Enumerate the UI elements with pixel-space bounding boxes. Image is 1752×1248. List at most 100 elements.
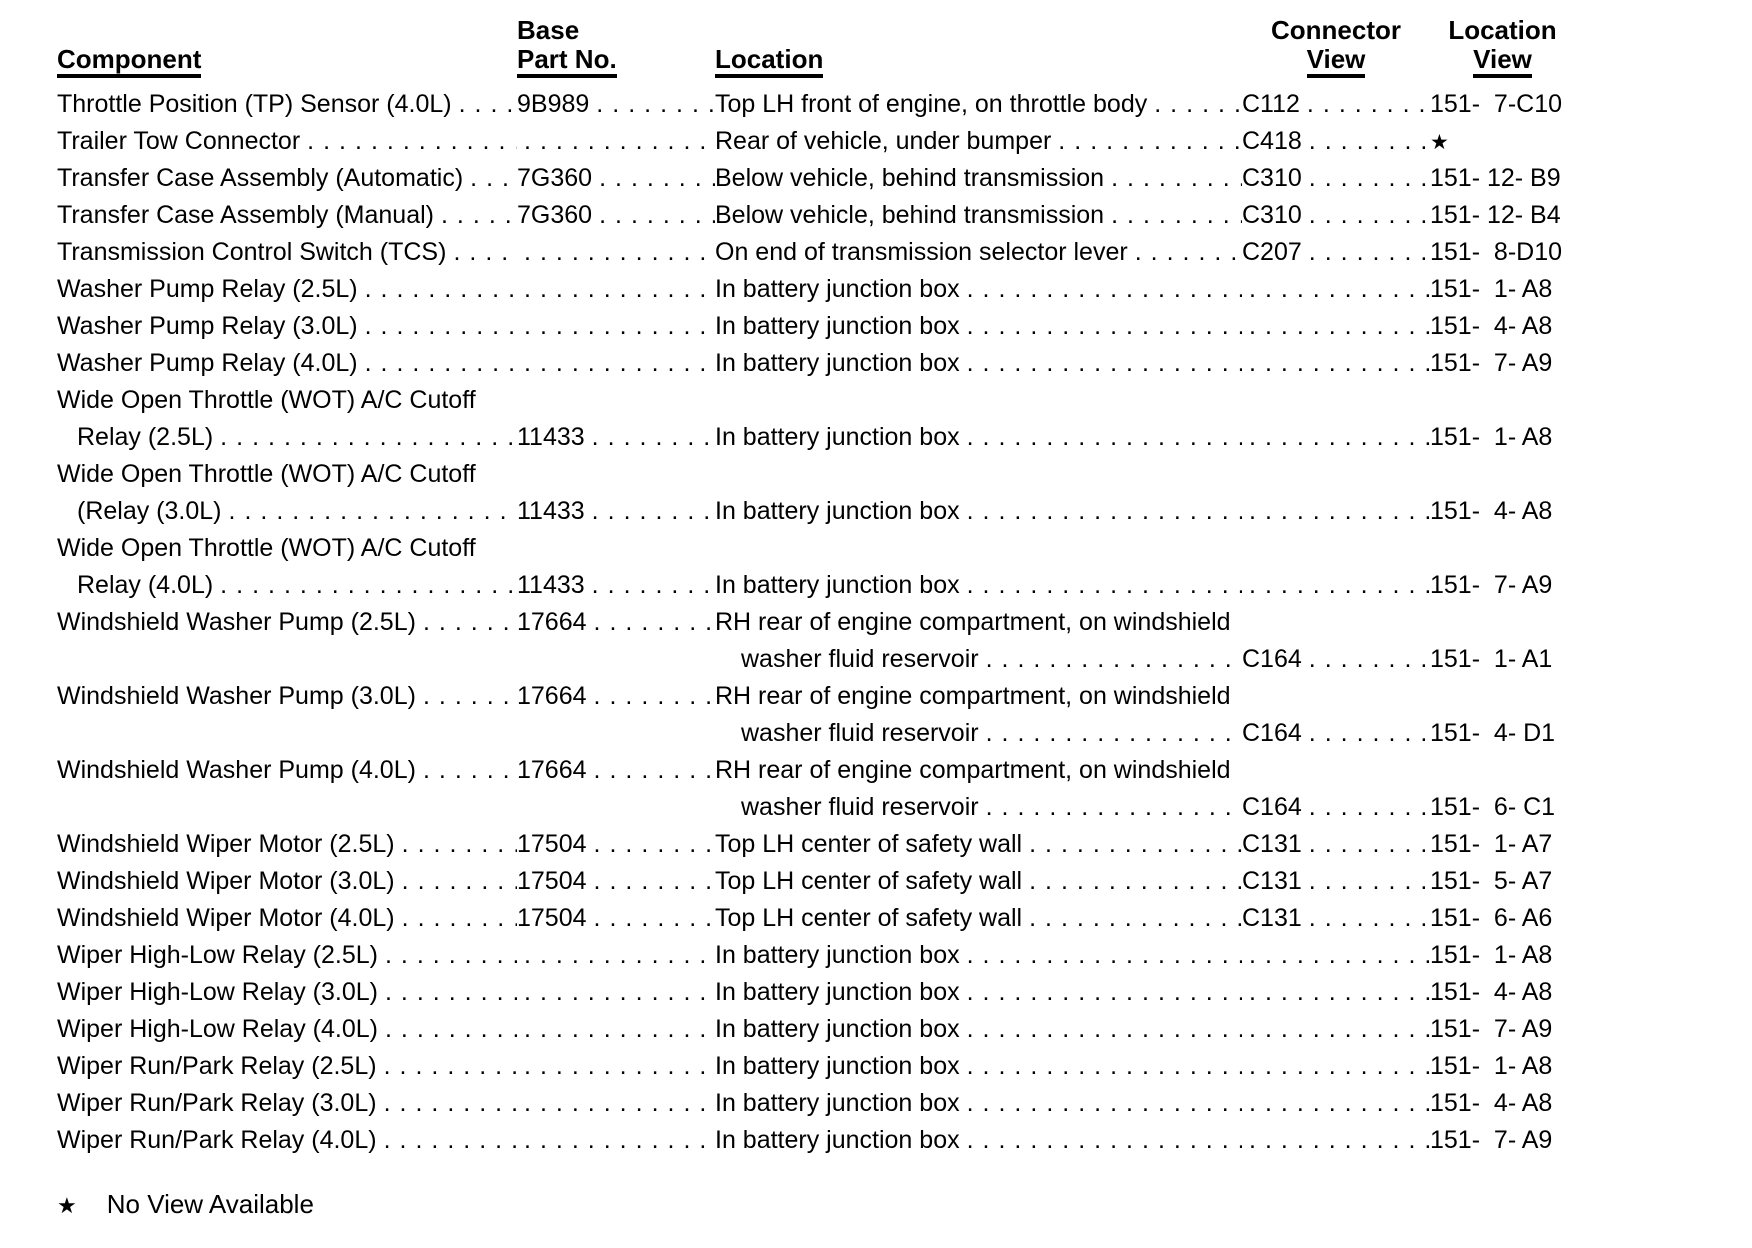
dot-leader xyxy=(517,978,715,1007)
part-text: 17664 xyxy=(517,608,587,636)
dot-leader xyxy=(395,830,517,859)
table-row: Washer Pump Relay (3.0L) In battery junct… xyxy=(57,312,1575,349)
table-row: Wide Open Throttle (WOT) A/C Cutoff xyxy=(57,386,1575,423)
location-text: Rear of vehicle, under bumper xyxy=(715,127,1052,155)
view-text: 151- 7- A9 xyxy=(1430,571,1553,599)
dot-leader xyxy=(358,349,517,378)
view-cell: 151- 8-D10 xyxy=(1430,238,1575,267)
view-cell: 151- 7- A9 xyxy=(1430,1126,1575,1155)
connector-text: C164 xyxy=(1242,719,1302,747)
part-text: 11433 xyxy=(517,571,585,599)
dot-leader xyxy=(1022,904,1242,933)
table-row: Wiper High-Low Relay (4.0L) In battery ju… xyxy=(57,1015,1575,1052)
table-row: washer fluid reservoir C164 151- 1- A1 xyxy=(57,645,1575,682)
dot-leader xyxy=(377,1126,517,1155)
view-cell: 151- 7- A9 xyxy=(1430,349,1575,378)
dot-leader xyxy=(463,164,517,193)
location-cell: Rear of vehicle, under bumper xyxy=(715,127,1242,156)
connector-text: C310 xyxy=(1242,164,1302,192)
view-cell: 151- 1- A8 xyxy=(1430,1052,1575,1081)
component-cell: Throttle Position (TP) Sensor (4.0L) xyxy=(57,90,517,119)
table-row: Windshield Wiper Motor (3.0L) 17504 Top LH… xyxy=(57,867,1575,904)
dot-leader xyxy=(1242,571,1430,600)
dot-leader xyxy=(416,756,517,785)
location-cell: In battery junction box xyxy=(715,349,1242,378)
part-text: 11433 xyxy=(517,497,585,525)
dot-leader xyxy=(587,830,715,859)
component-text: Washer Pump Relay (2.5L) xyxy=(57,275,358,303)
dot-leader xyxy=(960,423,1242,452)
dot-leader xyxy=(1242,349,1430,378)
connector-cell xyxy=(1242,978,1430,1007)
component-text: Transmission Control Switch (TCS) xyxy=(57,238,447,266)
view-text: 151- 4- D1 xyxy=(1430,719,1556,747)
dot-leader xyxy=(585,497,715,526)
view-cell: 151- 1- A8 xyxy=(1430,275,1575,304)
location-cell: In battery junction box xyxy=(715,312,1242,341)
location-text: Top LH center of safety wall xyxy=(715,830,1023,858)
dot-leader xyxy=(979,793,1242,822)
location-cell: In battery junction box xyxy=(715,1052,1242,1081)
component-text: Windshield Wiper Motor (3.0L) xyxy=(57,867,395,895)
component-text: Transfer Case Assembly (Automatic) xyxy=(57,164,464,192)
connector-view-header-cell: Connector View xyxy=(1242,10,1430,78)
dot-leader xyxy=(592,164,715,193)
connector-text: C207 xyxy=(1242,238,1302,266)
component-text: Windshield Wiper Motor (2.5L) xyxy=(57,830,395,858)
dot-leader xyxy=(979,645,1242,674)
location-cell: RH rear of engine compartment, on windsh… xyxy=(715,682,1242,711)
location-text: RH rear of engine compartment, on windsh… xyxy=(715,608,1231,636)
part-text: 17504 xyxy=(517,904,587,932)
component-text: Windshield Washer Pump (3.0L) xyxy=(57,682,416,710)
location-text: In battery junction box xyxy=(715,497,960,525)
part-text: 17664 xyxy=(517,756,587,784)
component-cell: Wide Open Throttle (WOT) A/C Cutoff xyxy=(57,534,517,563)
location-text: washer fluid reservoir xyxy=(741,645,979,673)
dot-leader xyxy=(1242,941,1430,970)
dot-leader xyxy=(358,275,517,304)
view-cell: 151- 12- B9 xyxy=(1430,164,1575,193)
part-cell: 11433 xyxy=(517,423,715,452)
component-cell: Wiper Run/Park Relay (3.0L) xyxy=(57,1089,517,1118)
location-cell: washer fluid reservoir xyxy=(715,719,1242,748)
view-text: 151- 1- A8 xyxy=(1430,941,1553,969)
component-cell: Transfer Case Assembly (Manual) xyxy=(57,201,517,230)
connector-text: C131 xyxy=(1242,867,1302,895)
component-header-cell: Component xyxy=(57,10,517,78)
connector-cell xyxy=(1242,423,1430,452)
component-cell: Trailer Tow Connector xyxy=(57,127,517,156)
view-text: 151- 8-D10 xyxy=(1430,238,1563,266)
dot-leader xyxy=(377,1052,517,1081)
connector-location-index-page: Component Base Part No. Location Connect… xyxy=(0,0,1752,1220)
location-cell: In battery junction box xyxy=(715,941,1242,970)
table-body: Throttle Position (TP) Sensor (4.0L) 9B98… xyxy=(57,90,1752,1163)
view-text: 151- 4- A8 xyxy=(1430,497,1553,525)
location-cell: RH rear of engine compartment, on windsh… xyxy=(715,608,1242,637)
part-cell: 17504 xyxy=(517,904,715,933)
component-text: Wide Open Throttle (WOT) A/C Cutoff xyxy=(57,386,476,414)
location-text: In battery junction box xyxy=(715,349,960,377)
location-cell: In battery junction box xyxy=(715,1089,1242,1118)
part-cell xyxy=(517,1126,715,1155)
table-row: Relay (2.5L) 11433 In battery junction box… xyxy=(57,423,1575,460)
location-text: In battery junction box xyxy=(715,941,960,969)
connector-cell: C164 xyxy=(1242,719,1430,748)
location-header-cell: Location xyxy=(715,10,1242,78)
connector-cell xyxy=(1242,275,1430,304)
part-cell: 17504 xyxy=(517,830,715,859)
col-header-connector-view: View xyxy=(1306,45,1366,78)
component-cell: Wide Open Throttle (WOT) A/C Cutoff xyxy=(57,460,517,489)
location-cell: washer fluid reservoir xyxy=(715,793,1242,822)
location-view-header-cell: Location View xyxy=(1430,10,1575,78)
view-cell: 151- 7- A9 xyxy=(1430,571,1575,600)
view-cell: 151- 7- A9 xyxy=(1430,1015,1575,1044)
location-cell: Top LH front of engine, on throttle body xyxy=(715,90,1242,119)
component-text: Wiper High-Low Relay (2.5L) xyxy=(57,941,378,969)
location-text: In battery junction box xyxy=(715,1126,960,1154)
view-cell: 151- 7-C10 xyxy=(1430,90,1575,119)
connector-cell xyxy=(1242,349,1430,378)
col-header-location-view: View xyxy=(1473,45,1532,78)
connector-cell: C131 xyxy=(1242,904,1430,933)
table-row: washer fluid reservoir C164 151- 6- C1 xyxy=(57,793,1575,830)
dot-leader xyxy=(1302,645,1430,674)
